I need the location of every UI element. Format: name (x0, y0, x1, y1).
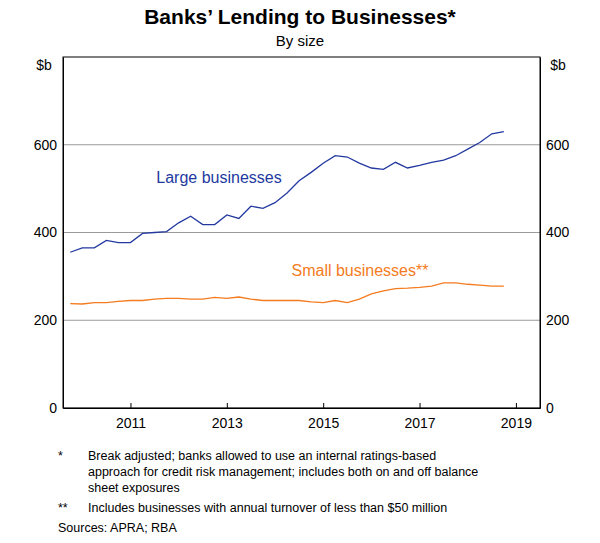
y-axis-left: 0 200 400 600 (34, 58, 64, 416)
axis-line (63, 58, 64, 409)
note-line: Break adjusted; banks allowed to use an … (88, 449, 436, 463)
y-unit-right: $b (550, 57, 566, 73)
tick-mark (420, 403, 421, 408)
grid-line (63, 144, 540, 145)
tick: 200 (540, 312, 570, 328)
tick-label: 200 (34, 312, 58, 328)
grid-line (63, 320, 540, 321)
note-line: sheet exposures (88, 481, 180, 495)
tick: 2011 (116, 403, 146, 431)
tick-label: 600 (546, 137, 570, 153)
x-axis: 2011 2013 2015 2017 2019 (64, 403, 541, 431)
tick: 400 (34, 224, 63, 240)
tick-mark (130, 403, 131, 408)
tick-label: 2019 (501, 415, 532, 431)
note-line: approach for credit risk management; inc… (88, 465, 478, 479)
tick: 2019 (501, 403, 532, 431)
tick: 2015 (308, 403, 339, 431)
subtitle: By size (276, 32, 324, 49)
plot-frame (63, 57, 540, 408)
tick: 600 (540, 137, 570, 153)
y-unit-left: $b (36, 57, 52, 73)
tick: 2013 (212, 403, 243, 431)
title: Banks’ Lending to Businesses* (144, 5, 456, 28)
tick-mark (323, 403, 324, 408)
axis-line (540, 58, 541, 409)
grid-line (63, 232, 540, 233)
tick-label: 0 (49, 400, 57, 416)
tick-label: 2011 (116, 415, 146, 431)
lines (70, 132, 504, 304)
tick: 0 (540, 400, 554, 416)
tick-label: 200 (546, 312, 570, 328)
tick: 200 (34, 312, 63, 328)
series-line (70, 283, 504, 304)
source: Sources: APRA; RBA (58, 521, 177, 535)
series-line (70, 132, 504, 253)
tick-label: 400 (34, 224, 58, 240)
series-label: Small businesses** (292, 262, 429, 279)
axis-line (64, 408, 541, 409)
chart: Banks’ Lending to Businesses* By size $b $b… (0, 0, 600, 543)
grid (63, 145, 540, 408)
tick-label: 0 (546, 400, 554, 416)
tick-mark (516, 403, 517, 408)
tick: 2017 (404, 403, 435, 431)
note-line: Includes businesses with annual turnover… (88, 501, 447, 515)
tick-label: 2015 (308, 415, 339, 431)
tick-label: 600 (34, 137, 58, 153)
series-label: Large businesses (156, 169, 281, 186)
tick-mark (227, 403, 228, 408)
y-axis-right: 0 200 400 600 (540, 58, 570, 416)
tick-label: 400 (546, 224, 570, 240)
tick: 400 (540, 224, 570, 240)
tick-label: 2017 (404, 415, 435, 431)
tick: 0 (49, 400, 63, 416)
note-marker: * (58, 449, 63, 463)
tick: 600 (34, 137, 63, 153)
tick-label: 2013 (212, 415, 243, 431)
note-marker: ** (58, 501, 68, 515)
